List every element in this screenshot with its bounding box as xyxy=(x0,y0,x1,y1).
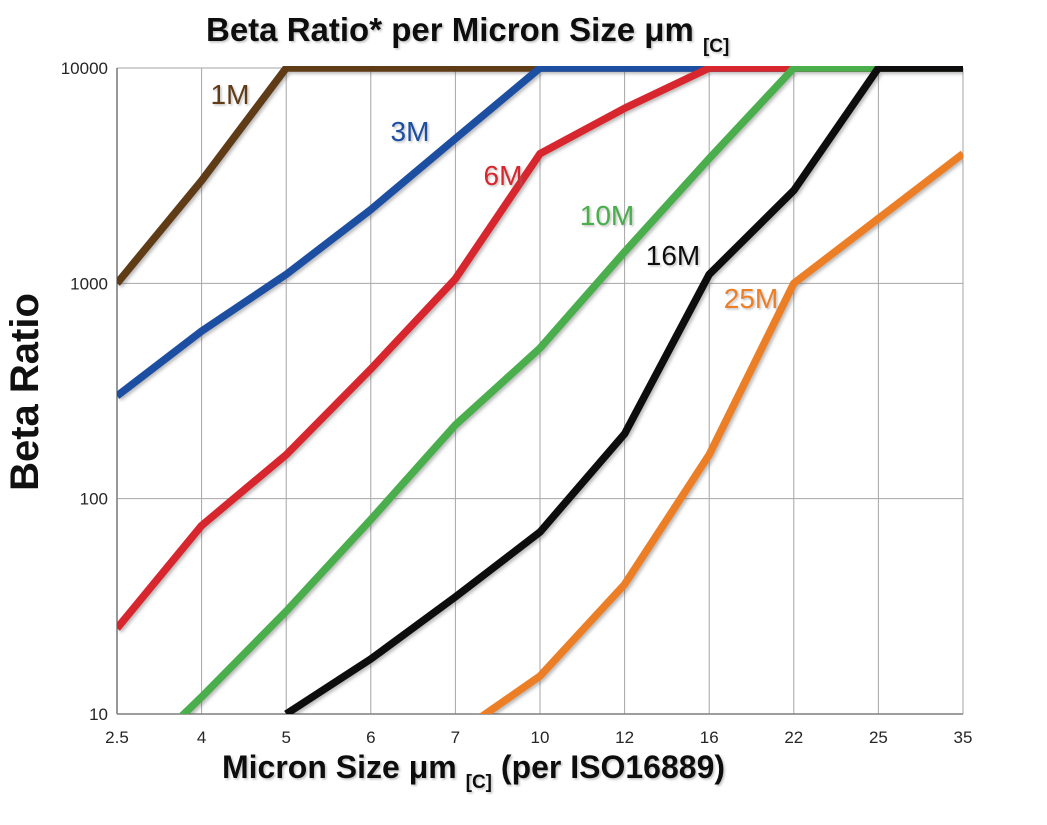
x-tick-label: 12 xyxy=(615,728,634,747)
series-label-16M: 16M xyxy=(646,240,700,271)
series-label-25M: 25M xyxy=(724,283,778,314)
x-axis-label: Micron Size μm [C] (per ISO16889) xyxy=(222,749,725,795)
series-label-10M: 10M xyxy=(580,200,634,231)
chart-title-subscript: [C] xyxy=(703,36,729,57)
y-tick-label: 10000 xyxy=(61,59,108,78)
tick-labels: 2.5 4 5 6 7 10 12 16 22 25 35 10 100 1000 10000 xyxy=(61,59,973,747)
axes xyxy=(116,68,963,715)
gridlines xyxy=(116,67,964,715)
series-label-1M: 1M xyxy=(211,79,250,110)
x-axis-label-subscript: [C] xyxy=(466,772,492,793)
y-tick-label: 100 xyxy=(80,490,108,509)
series-line-16M xyxy=(284,66,963,714)
x-axis-label-main: Micron Size μm xyxy=(222,749,457,785)
x-tick-label: 7 xyxy=(451,728,460,747)
x-tick-label: 25 xyxy=(869,728,888,747)
series-label-3M: 3M xyxy=(391,116,430,147)
x-axis-label-rest: (per ISO16889) xyxy=(501,749,725,785)
series-line-10M xyxy=(178,66,963,714)
x-tick-label: 10 xyxy=(531,728,550,747)
chart-title-main: Beta Ratio* per Micron Size μm xyxy=(206,11,694,48)
y-axis-label: Beta Ratio xyxy=(3,293,47,491)
x-tick-label: 4 xyxy=(197,728,206,747)
x-tick-label: 5 xyxy=(281,728,290,747)
y-tick-label: 1000 xyxy=(70,274,108,293)
series-line-25M xyxy=(478,150,963,714)
x-tick-label: 22 xyxy=(784,728,803,747)
series-label-6M: 6M xyxy=(484,160,523,191)
x-tick-label: 2.5 xyxy=(105,728,129,747)
series-lines xyxy=(117,66,963,714)
chart-title: Beta Ratio* per Micron Size μm [C] xyxy=(206,11,729,57)
x-tick-label: 35 xyxy=(954,728,973,747)
series-labels: 1M 3M 6M 10M 16M 25M xyxy=(211,79,779,314)
x-tick-label: 16 xyxy=(700,728,719,747)
x-tick-label: 6 xyxy=(366,728,375,747)
y-tick-label: 10 xyxy=(89,705,108,724)
